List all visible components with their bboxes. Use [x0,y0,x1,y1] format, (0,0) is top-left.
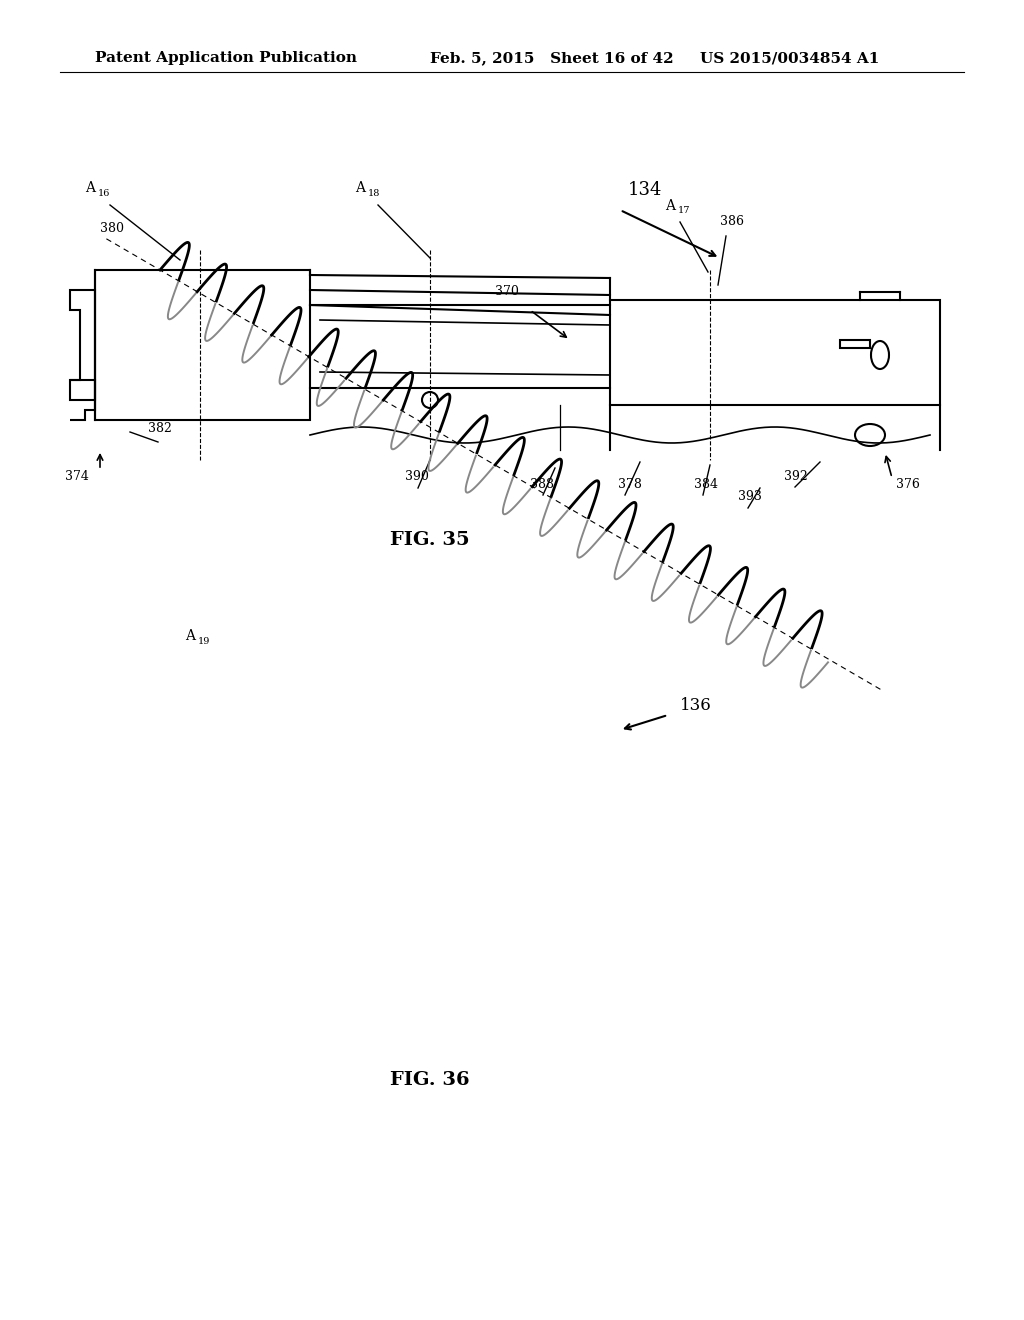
Text: 136: 136 [680,697,712,714]
Text: 388: 388 [530,478,554,491]
Text: 390: 390 [406,470,429,483]
Text: 386: 386 [720,215,744,228]
Text: 370: 370 [495,285,519,298]
Text: FIG. 36: FIG. 36 [390,1071,470,1089]
Text: 17: 17 [678,206,690,215]
Text: 16: 16 [98,189,111,198]
Text: A: A [185,630,195,643]
Text: 393: 393 [738,490,762,503]
Text: 376: 376 [896,478,920,491]
Text: Feb. 5, 2015   Sheet 16 of 42: Feb. 5, 2015 Sheet 16 of 42 [430,51,674,65]
Text: 374: 374 [65,470,89,483]
Text: FIG. 35: FIG. 35 [390,531,470,549]
Text: 392: 392 [784,470,808,483]
Text: 18: 18 [368,189,380,198]
Text: 380: 380 [100,222,124,235]
Text: US 2015/0034854 A1: US 2015/0034854 A1 [700,51,880,65]
Text: A: A [355,181,365,195]
Text: 19: 19 [198,638,210,645]
Text: 382: 382 [148,422,172,436]
Text: A: A [85,181,95,195]
Text: A: A [665,199,675,213]
Text: 378: 378 [618,478,642,491]
Text: 384: 384 [694,478,718,491]
Text: Patent Application Publication: Patent Application Publication [95,51,357,65]
Text: 134: 134 [628,181,663,199]
